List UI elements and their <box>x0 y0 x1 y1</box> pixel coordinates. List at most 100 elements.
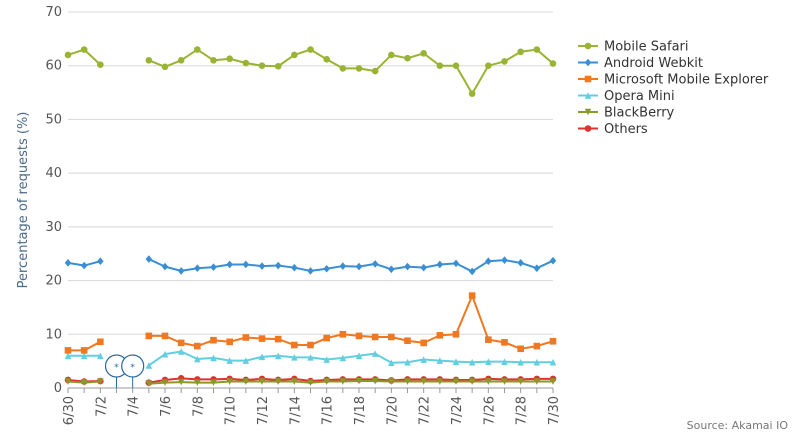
data-point[interactable] <box>485 336 492 343</box>
data-point[interactable] <box>291 263 298 272</box>
data-point[interactable] <box>339 378 347 385</box>
data-point[interactable] <box>501 378 508 385</box>
data-point[interactable] <box>258 335 266 342</box>
data-point[interactable] <box>420 263 427 272</box>
data-point[interactable] <box>549 337 557 345</box>
data-point[interactable] <box>355 65 363 72</box>
data-point[interactable] <box>517 259 524 267</box>
data-point[interactable] <box>80 261 88 270</box>
data-point[interactable] <box>64 352 72 360</box>
legend-item-opera-mini[interactable]: Opera Mini <box>578 89 675 104</box>
data-point[interactable] <box>501 358 508 365</box>
data-point[interactable] <box>226 338 233 346</box>
data-point[interactable] <box>436 378 444 385</box>
data-point[interactable] <box>64 259 72 267</box>
data-point[interactable] <box>549 256 557 265</box>
data-point[interactable] <box>371 333 379 341</box>
data-point[interactable] <box>226 357 233 364</box>
data-point[interactable] <box>533 46 541 53</box>
data-point[interactable] <box>210 336 217 344</box>
data-point[interactable] <box>177 348 185 355</box>
legend-item-microsoft-mobile-explorer[interactable]: Microsoft Mobile Explorer <box>578 73 769 88</box>
data-point[interactable] <box>226 260 233 269</box>
data-point[interactable] <box>307 46 314 53</box>
data-point[interactable] <box>404 54 411 62</box>
data-point[interactable] <box>533 264 541 273</box>
data-point[interactable] <box>97 61 104 68</box>
annotation-balloon[interactable]: * <box>121 354 145 388</box>
data-point[interactable] <box>291 341 298 349</box>
data-point[interactable] <box>210 379 217 386</box>
data-point[interactable] <box>64 51 72 59</box>
data-point[interactable] <box>97 378 104 385</box>
data-point[interactable] <box>226 55 233 63</box>
data-point[interactable] <box>258 378 266 385</box>
data-point[interactable] <box>339 262 347 270</box>
data-point[interactable] <box>355 332 363 340</box>
data-point[interactable] <box>371 350 379 357</box>
data-point[interactable] <box>242 357 250 364</box>
data-point[interactable] <box>404 358 411 366</box>
data-point[interactable] <box>388 51 395 59</box>
data-point[interactable] <box>355 377 363 385</box>
data-point[interactable] <box>323 334 330 342</box>
data-point[interactable] <box>388 333 395 341</box>
data-point[interactable] <box>404 262 411 271</box>
data-point[interactable] <box>177 339 185 347</box>
data-point[interactable] <box>307 267 314 275</box>
data-point[interactable] <box>485 257 492 266</box>
data-point[interactable] <box>274 352 282 360</box>
data-point[interactable] <box>242 59 250 67</box>
data-point[interactable] <box>468 378 476 385</box>
data-point[interactable] <box>339 330 347 338</box>
data-point[interactable] <box>436 332 444 339</box>
data-point[interactable] <box>274 261 282 270</box>
data-point[interactable] <box>307 354 314 361</box>
data-point[interactable] <box>161 63 169 71</box>
data-point[interactable] <box>64 378 72 385</box>
data-point[interactable] <box>307 341 314 349</box>
data-point[interactable] <box>307 379 314 386</box>
data-point[interactable] <box>452 330 460 338</box>
data-point[interactable] <box>80 379 88 386</box>
data-point[interactable] <box>274 378 282 385</box>
data-point[interactable] <box>161 379 169 386</box>
data-point[interactable] <box>485 378 492 385</box>
data-point[interactable] <box>468 358 476 366</box>
data-point[interactable] <box>371 260 379 268</box>
data-point[interactable] <box>355 262 363 271</box>
data-point[interactable] <box>274 335 282 343</box>
data-point[interactable] <box>161 262 169 271</box>
data-point[interactable] <box>145 57 153 64</box>
data-point[interactable] <box>210 57 217 64</box>
data-point[interactable] <box>258 353 266 361</box>
data-point[interactable] <box>404 337 411 345</box>
data-point[interactable] <box>371 67 379 75</box>
data-point[interactable] <box>420 339 427 347</box>
data-point[interactable] <box>145 255 153 263</box>
data-point[interactable] <box>501 256 508 264</box>
data-point[interactable] <box>355 352 363 360</box>
legend-item-blackberry[interactable]: BlackBerry <box>578 106 675 121</box>
data-point[interactable] <box>517 48 524 56</box>
data-point[interactable] <box>177 267 185 275</box>
data-point[interactable] <box>501 339 508 346</box>
data-point[interactable] <box>145 380 153 388</box>
data-point[interactable] <box>291 378 298 385</box>
data-point[interactable] <box>80 347 88 354</box>
data-point[interactable] <box>404 378 411 385</box>
data-point[interactable] <box>323 264 330 273</box>
data-point[interactable] <box>323 55 330 63</box>
data-point[interactable] <box>258 262 266 270</box>
data-point[interactable] <box>242 378 250 385</box>
data-point[interactable] <box>388 359 395 367</box>
data-point[interactable] <box>388 378 395 385</box>
legend-item-others[interactable]: Others <box>578 122 648 137</box>
data-point[interactable] <box>291 354 298 361</box>
data-point[interactable] <box>194 379 201 386</box>
data-point[interactable] <box>517 358 524 366</box>
data-point[interactable] <box>64 347 72 354</box>
data-point[interactable] <box>517 378 524 385</box>
data-point[interactable] <box>533 358 541 366</box>
